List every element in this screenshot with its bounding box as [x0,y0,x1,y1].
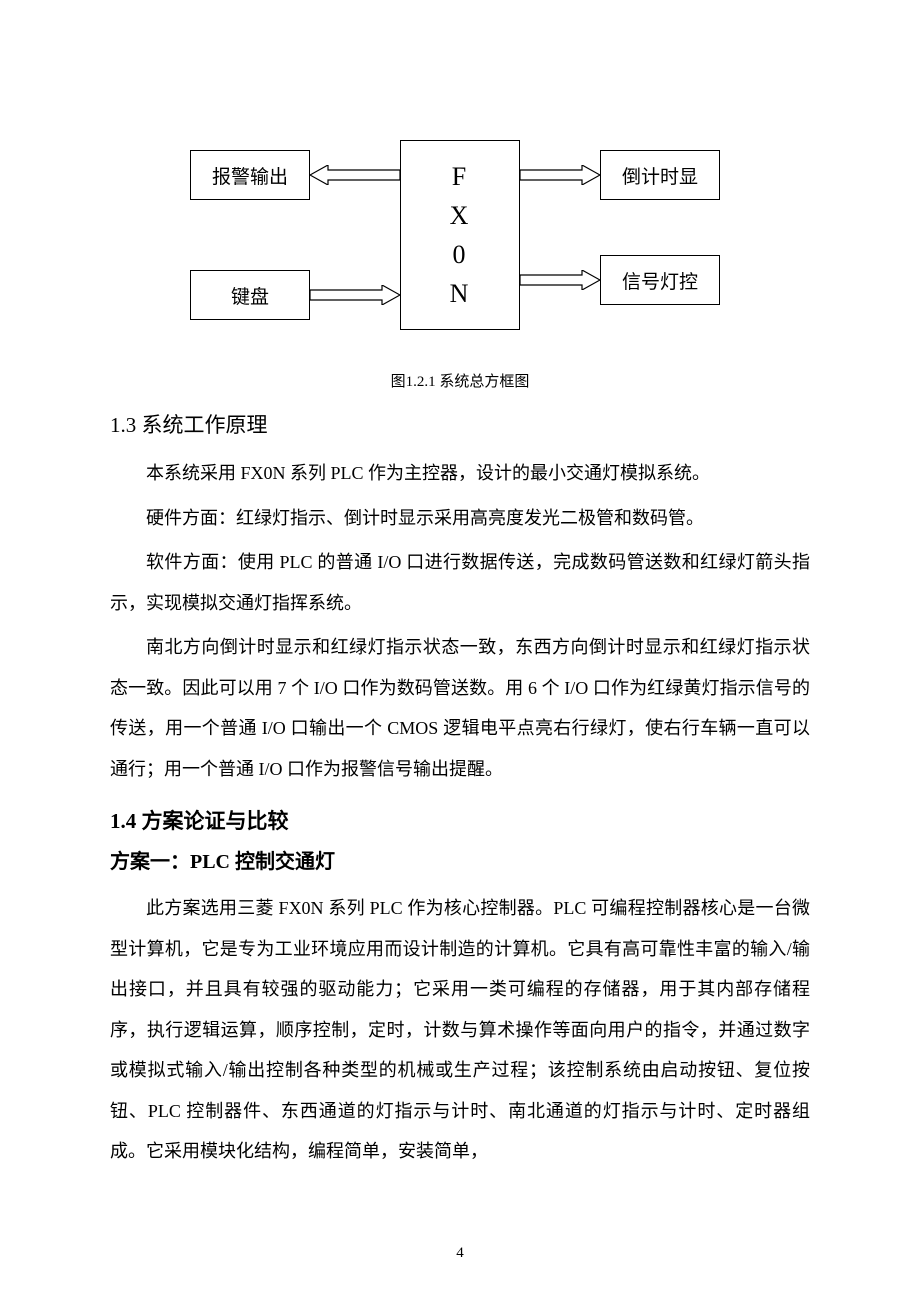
heading-1-4: 1.4 方案论证与比较 [110,805,810,835]
page-number: 4 [0,1245,920,1262]
node-countdown-display: 倒计时显 [600,150,720,200]
diagram-caption: 图1.2.1 系统总方框图 [110,370,810,391]
node-keyboard: 键盘 [190,270,310,320]
paragraph-1-4-a: 此方案选用三菱 FX0N 系列 PLC 作为核心控制器。PLC 可编程控制器核心… [110,888,810,1172]
arrow-keyboard-to-center [310,285,400,305]
document-page: 报警输出 键盘 F X 0 N 倒计时显 信号灯控 图1.2.1 系统总方框图 … [0,0,920,1302]
subheading-scheme-1: 方案一：PLC 控制交通灯 [110,845,810,874]
arrow-center-to-signal [520,270,600,290]
node-alarm-output: 报警输出 [190,150,310,200]
paragraph-1-3-b: 硬件方面：红绿灯指示、倒计时显示采用高亮度发光二极管和数码管。 [110,498,810,539]
arrow-center-to-countdown [520,165,600,185]
system-block-diagram: 报警输出 键盘 F X 0 N 倒计时显 信号灯控 [180,140,740,350]
paragraph-1-3-a: 本系统采用 FX0N 系列 PLC 作为主控器，设计的最小交通灯模拟系统。 [110,453,810,494]
node-center-fx0n: F X 0 N [400,140,520,330]
node-signal-light-control: 信号灯控 [600,255,720,305]
paragraph-1-3-c: 软件方面：使用 PLC 的普通 I/O 口进行数据传送，完成数码管送数和红绿灯箭… [110,542,810,623]
heading-1-3: 1.3 系统工作原理 [110,409,810,439]
arrow-center-to-alarm [310,165,400,185]
paragraph-1-3-d: 南北方向倒计时显示和红绿灯指示状态一致，东西方向倒计时显示和红绿灯指示状态一致。… [110,627,810,789]
